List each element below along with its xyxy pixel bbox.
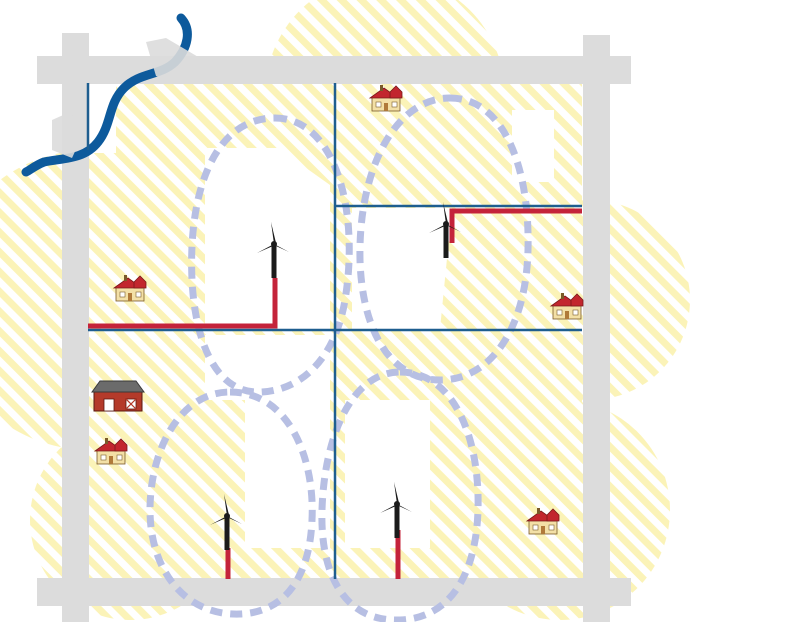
power-cables (88, 208, 582, 579)
barn-icon (91, 380, 145, 412)
cleared-zones (88, 83, 554, 548)
exclusion-zones (146, 94, 532, 622)
plot-grid-lines (86, 83, 582, 579)
river (21, 13, 200, 177)
